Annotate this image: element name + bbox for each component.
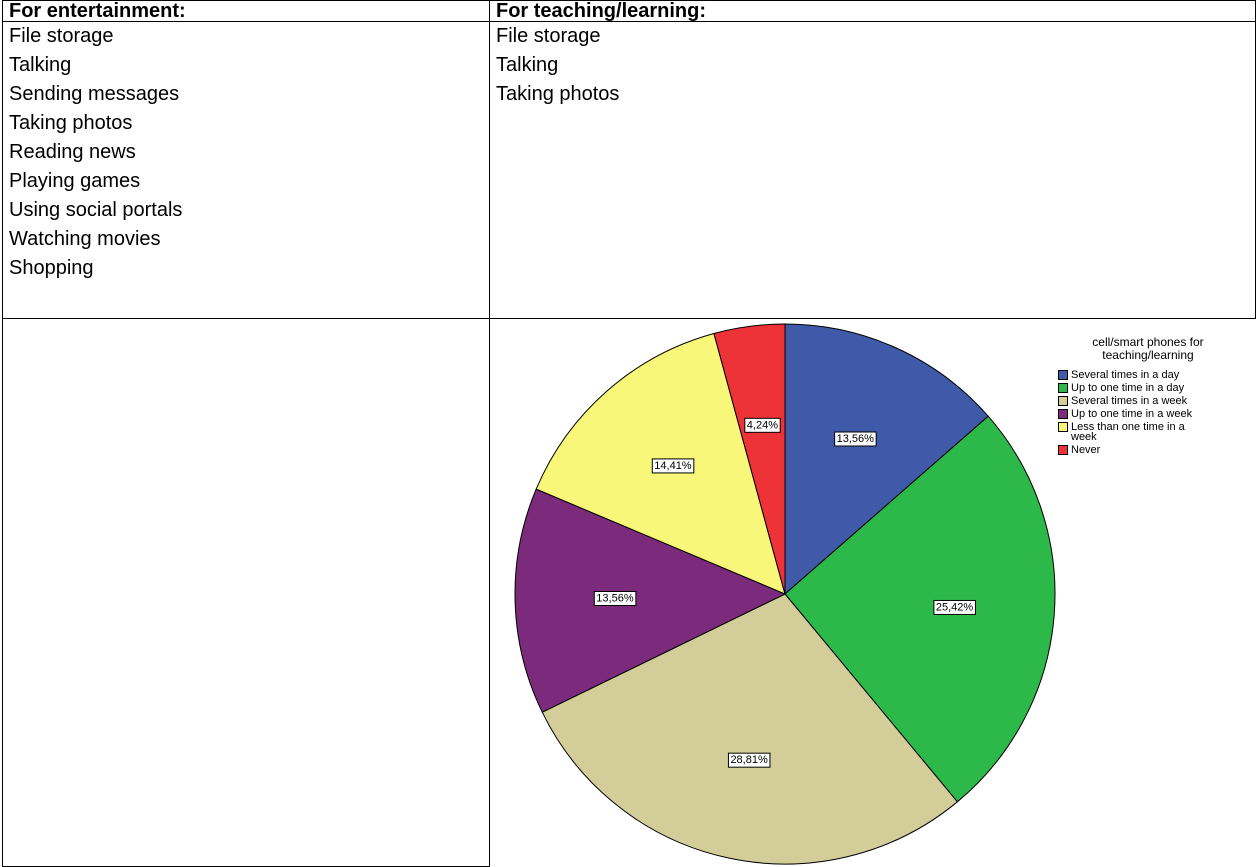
list-item: Shopping bbox=[9, 257, 94, 279]
list-item: Talking bbox=[9, 54, 72, 76]
legend-label: Never bbox=[1071, 444, 1101, 456]
pie-slice bbox=[541, 593, 959, 865]
label-box bbox=[651, 458, 695, 474]
legend-entry: Up to one time in a day bbox=[1058, 382, 1208, 394]
legend-label: Up to one time in a week bbox=[1071, 408, 1193, 420]
legend-label: Up to one time in a day bbox=[1071, 382, 1185, 394]
chart-cell bbox=[489, 318, 1256, 867]
label-box bbox=[727, 752, 771, 768]
data-label: 25,42% bbox=[936, 601, 974, 613]
legend-swatch bbox=[1058, 383, 1068, 393]
list-item: File storage bbox=[496, 25, 601, 47]
legend-entry: Less than one time in a week bbox=[1058, 421, 1208, 443]
legend-swatch bbox=[1058, 422, 1068, 432]
label-box bbox=[933, 599, 976, 615]
legend: cell/smart phones for teaching/learning S… bbox=[1058, 336, 1238, 458]
label-box bbox=[593, 591, 637, 607]
list-item: Reading news bbox=[9, 141, 136, 163]
pie-slice bbox=[784, 415, 1056, 803]
legend-entry: Up to one time in a week bbox=[1058, 408, 1208, 420]
legend-title: cell/smart phones for teaching/learning bbox=[1092, 335, 1204, 362]
header: For teaching/learning: bbox=[496, 0, 707, 22]
legend-entry: Never bbox=[1058, 444, 1208, 456]
legend-swatch bbox=[1058, 445, 1068, 455]
pie-slice bbox=[514, 488, 787, 713]
legend-swatch bbox=[1058, 370, 1068, 380]
data-label: 13,56% bbox=[837, 433, 875, 445]
list-item: Taking photos bbox=[496, 83, 620, 105]
legend-entry: Several times in a day bbox=[1058, 369, 1208, 381]
legend-label: Less than one time in a week bbox=[1071, 421, 1185, 443]
header: For entertainment: bbox=[9, 0, 186, 22]
legend-label: Several times in a week bbox=[1071, 395, 1188, 407]
list-cell: File storage Talking Sending messages Takin… bbox=[2, 21, 490, 319]
list-item: Playing games bbox=[9, 170, 141, 192]
pie-slice bbox=[713, 323, 786, 595]
label-box bbox=[744, 417, 781, 433]
pie-slice bbox=[784, 323, 989, 596]
list-item: Using social portals bbox=[9, 199, 183, 221]
list-item: File storage bbox=[9, 25, 114, 47]
data-label: 28,81% bbox=[730, 754, 768, 766]
label-box bbox=[834, 431, 877, 447]
data-label: 4,24% bbox=[747, 419, 778, 431]
legend-label: Several times in a day bbox=[1071, 369, 1180, 381]
list-item: Talking bbox=[496, 54, 559, 76]
list-item: Taking photos bbox=[9, 112, 133, 134]
legend-swatch bbox=[1058, 396, 1068, 406]
legend-swatch bbox=[1058, 409, 1068, 419]
data-label: 14,41% bbox=[654, 460, 692, 472]
legend-entry: Several times in a week bbox=[1058, 395, 1208, 407]
data-label: 13,56% bbox=[596, 593, 634, 605]
list-item: Watching movies bbox=[9, 228, 161, 250]
list-item: Sending messages bbox=[9, 83, 180, 105]
